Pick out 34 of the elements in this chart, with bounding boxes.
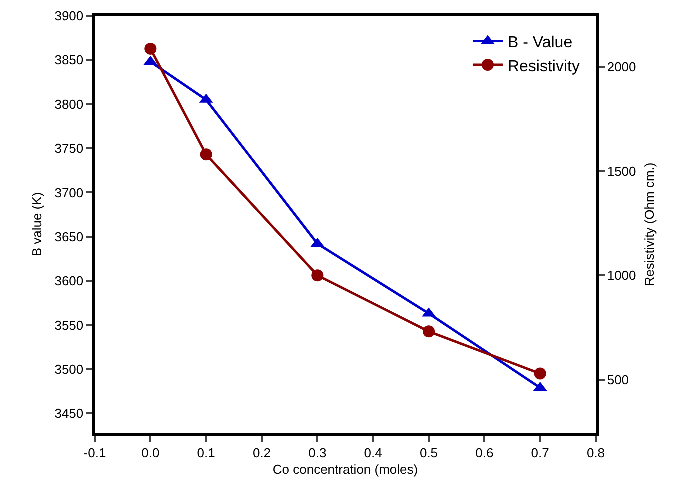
x-tick-label: 0.7	[531, 445, 550, 460]
x-tick-label: 0.2	[252, 445, 272, 460]
point	[534, 368, 546, 380]
y-axis-title: B value (K)	[30, 192, 45, 257]
y-tick-label: 3450	[54, 406, 84, 422]
x-tick-label: 0.5	[420, 445, 438, 460]
x-axis-title: Co concentration (moles)	[272, 462, 418, 477]
y2-tick-label: 1000	[607, 268, 636, 284]
y-tick-label: 3500	[54, 362, 84, 377]
point	[200, 148, 212, 161]
y2-tick-label: 1500	[607, 164, 636, 179]
y2-axis-title: Resistivity (Ohm cm.)	[642, 162, 657, 286]
x-tick-label: 0.1	[197, 445, 216, 460]
y-tick-label: 3750	[54, 141, 84, 156]
legend-label: Resistivity	[508, 58, 580, 76]
y-tick-label: 3600	[54, 274, 84, 289]
y-tick-label: 3850	[54, 52, 84, 68]
x-tick-label: 0.3	[308, 445, 327, 460]
y-tick-label: 3800	[54, 96, 84, 112]
x-tick-label: 0.4	[364, 445, 382, 460]
x-tick-label: 0.8	[586, 445, 606, 460]
x-tick-label: 0.0	[142, 445, 160, 460]
point	[312, 270, 324, 282]
y2-tick-label: 2000	[607, 60, 636, 75]
y-tick-label: 3700	[54, 185, 84, 200]
y-tick-label: 3900	[54, 8, 84, 24]
x-tick-label: -0.1	[84, 445, 106, 460]
legend-label: B - Value	[508, 34, 573, 52]
y2-tick-label: 500	[607, 372, 630, 388]
x-tick-label: 0.6	[476, 445, 494, 460]
point	[423, 326, 435, 338]
point	[144, 42, 157, 55]
y-tick-label: 3650	[54, 229, 84, 244]
y-tick-label: 3550	[54, 318, 84, 333]
